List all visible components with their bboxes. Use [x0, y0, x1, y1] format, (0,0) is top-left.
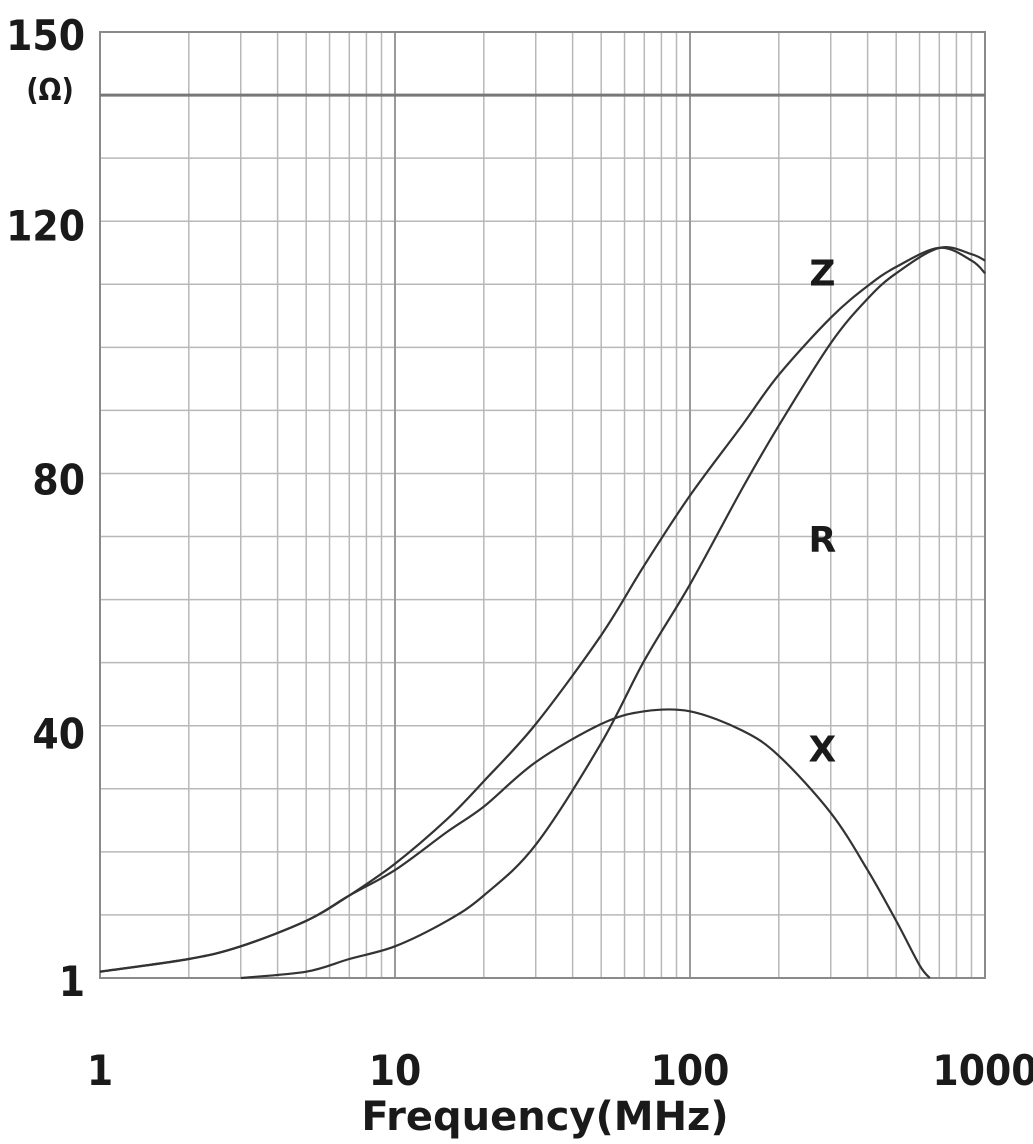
curve-labels: Z R X [809, 253, 837, 770]
y-tick-label: 40 [32, 709, 85, 758]
x-axis-title: Frequency(MHz) [361, 1094, 728, 1140]
y-unit-label: (Ω) [26, 73, 74, 108]
x-tick-label: 100 [651, 1046, 730, 1095]
series-x-line [99, 708, 931, 979]
y-tick-label: 1 [59, 957, 85, 1006]
x-tick-label: 10 [369, 1046, 422, 1095]
x-tick-label: 1000 [932, 1046, 1033, 1095]
grid [99, 31, 986, 979]
curve-label-r: R [809, 520, 837, 561]
series-layer [99, 246, 986, 980]
y-tick-label: 120 [6, 201, 85, 250]
tick-labels: 1 10 100 1000 1 40 80 120 150 [6, 11, 1033, 1095]
curve-label-x: X [809, 729, 837, 770]
series-r-line [240, 246, 986, 980]
plot-frame [99, 31, 986, 979]
x-tick-label: 1 [87, 1046, 113, 1095]
curve-label-z: Z [809, 253, 835, 294]
y-tick-label: 80 [32, 455, 85, 504]
y-tick-label: 150 [6, 11, 85, 60]
